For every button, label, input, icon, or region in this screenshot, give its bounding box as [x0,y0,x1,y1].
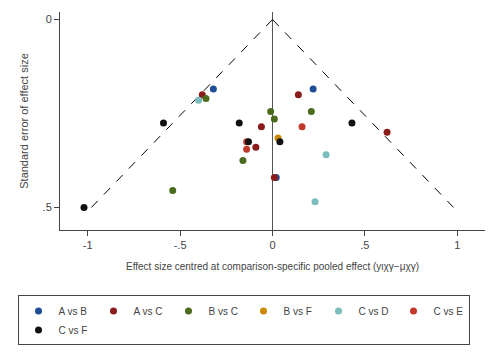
svg-text:C vs F: C vs F [59,325,88,336]
svg-text:.5: .5 [360,239,369,251]
svg-text:1: 1 [454,239,460,251]
svg-text:.5: .5 [43,201,52,213]
svg-text:C vs E: C vs E [434,306,464,317]
svg-text:-1: -1 [83,239,93,251]
svg-text:Effect size centred at compari: Effect size centred at comparison-specif… [126,261,419,272]
svg-text:0: 0 [46,13,52,25]
svg-text:B vs F: B vs F [284,306,312,317]
svg-text:0: 0 [269,239,275,251]
svg-text:B vs C: B vs C [209,306,238,317]
svg-text:A vs C: A vs C [134,306,163,317]
svg-text:A vs B: A vs B [59,306,88,317]
svg-text:-.5: -.5 [174,239,187,251]
svg-text:C vs D: C vs D [359,306,389,317]
svg-text:Standard error of effect size: Standard error of effect size [18,53,30,189]
